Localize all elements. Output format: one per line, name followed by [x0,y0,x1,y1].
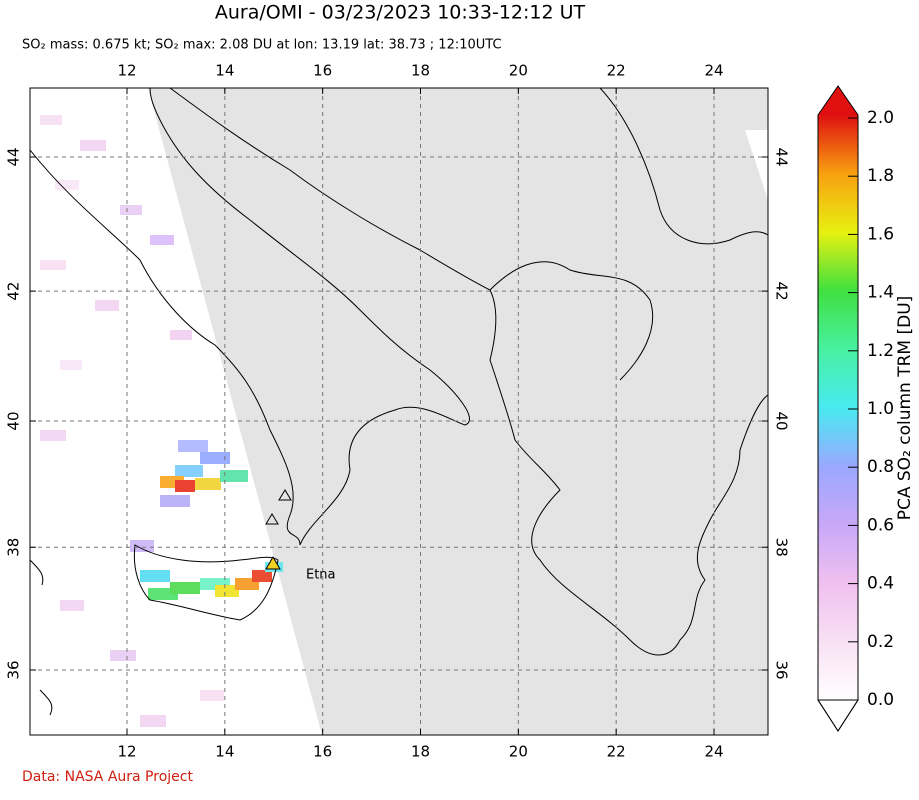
colorbar-min-arrow [817,699,859,732]
lat-tick-label: 42 [773,282,791,301]
swath [30,88,322,735]
colorbar-tick-label: 1.8 [867,166,894,186]
colorbar-tick-label: 0.0 [867,690,894,710]
lon-tick-label: 18 [411,743,430,761]
lon-tick-label: 16 [313,62,332,80]
lon-tick-label: 20 [509,743,528,761]
swath [745,130,768,200]
lon-tick-label: 14 [215,62,234,80]
lon-tick-label: 12 [117,62,136,80]
colorbar-tick-label: 1.2 [867,341,894,361]
map-area [30,88,768,735]
lat-tick-label: 40 [5,411,23,430]
colorbar-tick-label: 2.0 [867,108,894,128]
lat-tick-label: 38 [773,538,791,557]
lon-tick-label: 16 [313,743,332,761]
lat-tick-label: 36 [773,660,791,679]
colorbar-tick-label: 1.6 [867,224,894,244]
colorbar-tick-label: 0.6 [867,515,894,535]
lon-tick-label: 14 [215,743,234,761]
volcano-marker [278,489,292,501]
colorbar [817,85,859,732]
lat-tick-label: 40 [773,411,791,430]
lat-tick-label: 38 [5,538,23,557]
colorbar-max-arrow [818,86,858,115]
lat-tick-label: 44 [773,147,791,166]
map-frame [29,87,769,736]
lon-tick-label: 22 [607,743,626,761]
lon-tick-label: 20 [509,62,528,80]
lon-tick-label: 24 [704,743,723,761]
lat-tick-label: 44 [5,147,23,166]
volcano-marker [265,513,279,525]
coastlines [30,88,768,716]
volcano-marker [265,556,281,570]
lon-tick-label: 24 [704,62,723,80]
lon-tick-label: 22 [607,62,626,80]
gridlines [30,88,768,735]
colorbar-tick-label: 1.0 [867,399,894,419]
colorbar-scale [818,115,858,700]
credit: Data: NASA Aura Project [22,769,193,785]
lon-tick-label: 12 [117,743,136,761]
lat-tick-label: 42 [5,282,23,301]
volcano-label: Etna [306,568,336,583]
colorbar-label: PCA SO₂ column TRM [DU] [895,296,915,521]
subtitle: SO₂ mass: 0.675 kt; SO₂ max: 2.08 DU at … [22,38,502,53]
colorbar-tick-label: 0.8 [867,457,894,477]
lon-tick-label: 18 [411,62,430,80]
title: Aura/OMI - 03/23/2023 10:33-12:12 UT [215,2,586,24]
so2-pixels [40,115,283,727]
lat-tick-label: 36 [5,660,23,679]
colorbar-tick-label: 1.4 [867,283,894,303]
colorbar-tick-label: 0.2 [867,632,894,652]
colorbar-tick-label: 0.4 [867,574,894,594]
